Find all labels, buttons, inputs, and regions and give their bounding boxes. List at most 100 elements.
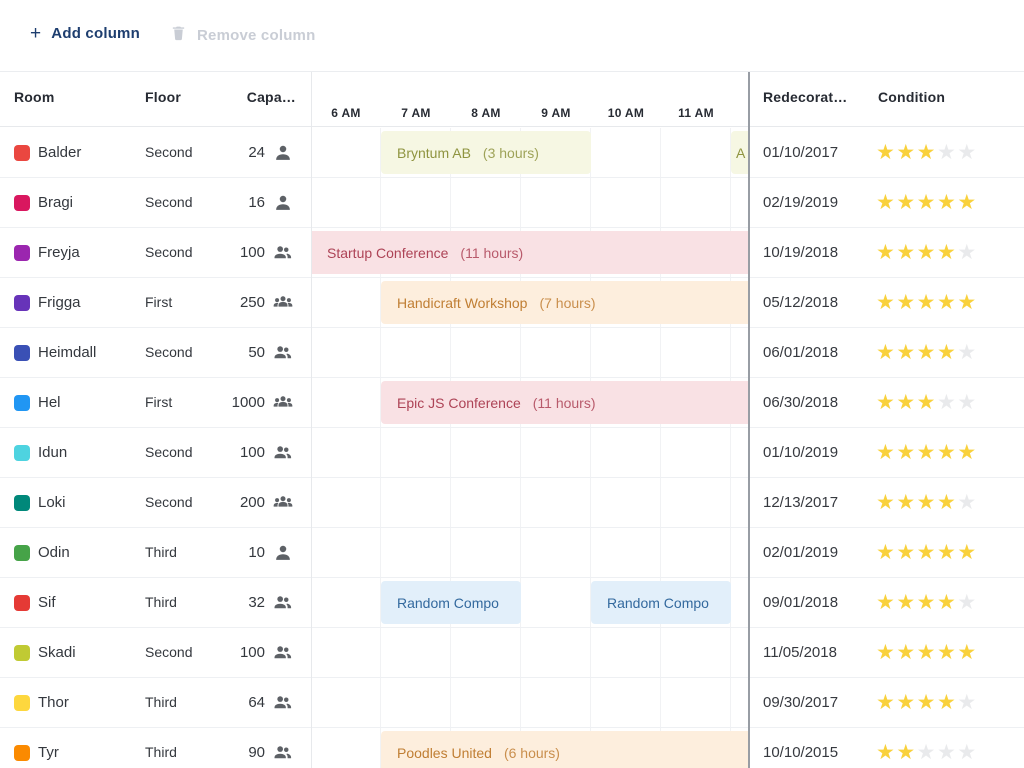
star-filled-icon[interactable]: ★ (916, 591, 937, 614)
star-filled-icon[interactable]: ★ (916, 141, 937, 164)
star-filled-icon[interactable]: ★ (936, 641, 958, 664)
redecorated-date[interactable]: 09/30/2017 (763, 694, 839, 711)
star-filled-icon[interactable]: ★ (896, 341, 917, 364)
event-bar[interactable]: Handicraft Workshop (7 hours) (381, 281, 748, 324)
event-bar[interactable]: A (731, 131, 748, 174)
redecorated-date[interactable]: 10/19/2018 (763, 244, 839, 261)
redecorated-date[interactable]: 02/19/2019 (763, 194, 839, 211)
schedule-lane[interactable]: Epic JS Conference (11 hours) (311, 378, 748, 427)
schedule-lane[interactable]: Poodles United (6 hours) (311, 728, 748, 768)
star-filled-icon[interactable]: ★ (876, 441, 897, 464)
star-filled-icon[interactable]: ★ (916, 341, 937, 364)
redecorated-date[interactable]: 06/01/2018 (763, 344, 839, 361)
redecorated-date[interactable]: 02/01/2019 (763, 544, 839, 561)
column-header-floor[interactable]: Floor (145, 89, 181, 105)
star-empty-icon[interactable]: ★ (916, 741, 937, 764)
star-filled-icon[interactable]: ★ (876, 491, 897, 514)
column-header-room[interactable]: Room (14, 89, 55, 105)
star-filled-icon[interactable]: ★ (876, 741, 897, 764)
event-bar[interactable]: Startup Conference (11 hours) (311, 231, 748, 274)
splitter-handle[interactable] (748, 72, 750, 768)
star-filled-icon[interactable]: ★ (876, 341, 897, 364)
table-row[interactable]: Loki Second 200 12/13/2017 ★★★★★ (0, 478, 1024, 528)
star-filled-icon[interactable]: ★ (916, 391, 937, 414)
condition-rating[interactable]: ★★★★★ (876, 678, 978, 727)
star-filled-icon[interactable]: ★ (916, 441, 937, 464)
star-filled-icon[interactable]: ★ (896, 741, 917, 764)
event-bar[interactable]: Poodles United (6 hours) (381, 731, 748, 768)
remove-column-button[interactable]: Remove column (170, 24, 315, 46)
star-filled-icon[interactable]: ★ (936, 341, 958, 364)
table-row[interactable]: Freyja Second 100 Startup Conference (11 … (0, 228, 1024, 278)
star-filled-icon[interactable]: ★ (876, 641, 897, 664)
star-filled-icon[interactable]: ★ (896, 141, 917, 164)
column-header-redecorated[interactable]: Redecorat… (763, 89, 848, 105)
star-filled-icon[interactable]: ★ (936, 591, 958, 614)
table-row[interactable]: Skadi Second 100 11/05/2018 ★★★★★ (0, 628, 1024, 678)
star-filled-icon[interactable]: ★ (936, 191, 958, 214)
star-empty-icon[interactable]: ★ (936, 391, 958, 414)
redecorated-date[interactable]: 01/10/2019 (763, 444, 839, 461)
condition-rating[interactable]: ★★★★★ (876, 178, 978, 227)
star-filled-icon[interactable]: ★ (916, 191, 937, 214)
schedule-lane[interactable]: Startup Conference (11 hours) (311, 228, 748, 277)
star-filled-icon[interactable]: ★ (876, 691, 897, 714)
schedule-lane[interactable] (311, 528, 748, 577)
star-filled-icon[interactable]: ★ (916, 691, 937, 714)
schedule-lane[interactable] (311, 428, 748, 477)
table-row[interactable]: Sif Third 32 Random Compo Random Compo 09… (0, 578, 1024, 628)
star-empty-icon[interactable]: ★ (957, 741, 978, 764)
star-filled-icon[interactable]: ★ (876, 291, 897, 314)
star-empty-icon[interactable]: ★ (957, 491, 978, 514)
star-filled-icon[interactable]: ★ (916, 291, 937, 314)
schedule-lane[interactable]: Bryntum AB (3 hours) A (311, 128, 748, 177)
star-filled-icon[interactable]: ★ (957, 641, 978, 664)
star-filled-icon[interactable]: ★ (896, 541, 917, 564)
star-filled-icon[interactable]: ★ (876, 591, 897, 614)
star-empty-icon[interactable]: ★ (957, 391, 978, 414)
table-row[interactable]: Thor Third 64 09/30/2017 ★★★★★ (0, 678, 1024, 728)
star-filled-icon[interactable]: ★ (896, 391, 917, 414)
event-bar[interactable]: Epic JS Conference (11 hours) (381, 381, 748, 424)
column-header-condition[interactable]: Condition (878, 89, 946, 105)
schedule-lane[interactable] (311, 178, 748, 227)
condition-rating[interactable]: ★★★★★ (876, 578, 978, 627)
event-bar[interactable]: Random Compo (381, 581, 521, 624)
condition-rating[interactable]: ★★★★★ (876, 478, 978, 527)
star-empty-icon[interactable]: ★ (957, 141, 978, 164)
condition-rating[interactable]: ★★★★★ (876, 628, 978, 677)
star-filled-icon[interactable]: ★ (936, 441, 958, 464)
star-filled-icon[interactable]: ★ (896, 291, 917, 314)
star-filled-icon[interactable]: ★ (876, 541, 897, 564)
star-filled-icon[interactable]: ★ (896, 591, 917, 614)
star-filled-icon[interactable]: ★ (936, 291, 958, 314)
table-row[interactable]: Frigga First 250 Handicraft Workshop (7 h… (0, 278, 1024, 328)
star-filled-icon[interactable]: ★ (957, 291, 978, 314)
schedule-lane[interactable] (311, 628, 748, 677)
redecorated-date[interactable]: 09/01/2018 (763, 594, 839, 611)
table-row[interactable]: Balder Second 24 Bryntum AB (3 hours) A 01… (0, 128, 1024, 178)
condition-rating[interactable]: ★★★★★ (876, 278, 978, 327)
star-filled-icon[interactable]: ★ (916, 641, 937, 664)
redecorated-date[interactable]: 06/30/2018 (763, 394, 839, 411)
star-filled-icon[interactable]: ★ (876, 391, 897, 414)
star-filled-icon[interactable]: ★ (876, 191, 897, 214)
table-row[interactable]: Tyr Third 90 Poodles United (6 hours) 10/… (0, 728, 1024, 768)
schedule-lane[interactable] (311, 328, 748, 377)
condition-rating[interactable]: ★★★★★ (876, 328, 978, 377)
condition-rating[interactable]: ★★★★★ (876, 378, 978, 427)
redecorated-date[interactable]: 12/13/2017 (763, 494, 839, 511)
star-filled-icon[interactable]: ★ (876, 141, 897, 164)
star-filled-icon[interactable]: ★ (896, 491, 917, 514)
event-bar[interactable]: Bryntum AB (3 hours) (381, 131, 591, 174)
event-bar[interactable]: Random Compo (591, 581, 731, 624)
table-row[interactable]: Odin Third 10 02/01/2019 ★★★★★ (0, 528, 1024, 578)
star-filled-icon[interactable]: ★ (896, 241, 917, 264)
star-filled-icon[interactable]: ★ (936, 241, 958, 264)
schedule-lane[interactable]: Random Compo Random Compo (311, 578, 748, 627)
condition-rating[interactable]: ★★★★★ (876, 728, 978, 768)
star-filled-icon[interactable]: ★ (957, 191, 978, 214)
star-filled-icon[interactable]: ★ (896, 441, 917, 464)
condition-rating[interactable]: ★★★★★ (876, 428, 978, 477)
star-filled-icon[interactable]: ★ (896, 191, 917, 214)
